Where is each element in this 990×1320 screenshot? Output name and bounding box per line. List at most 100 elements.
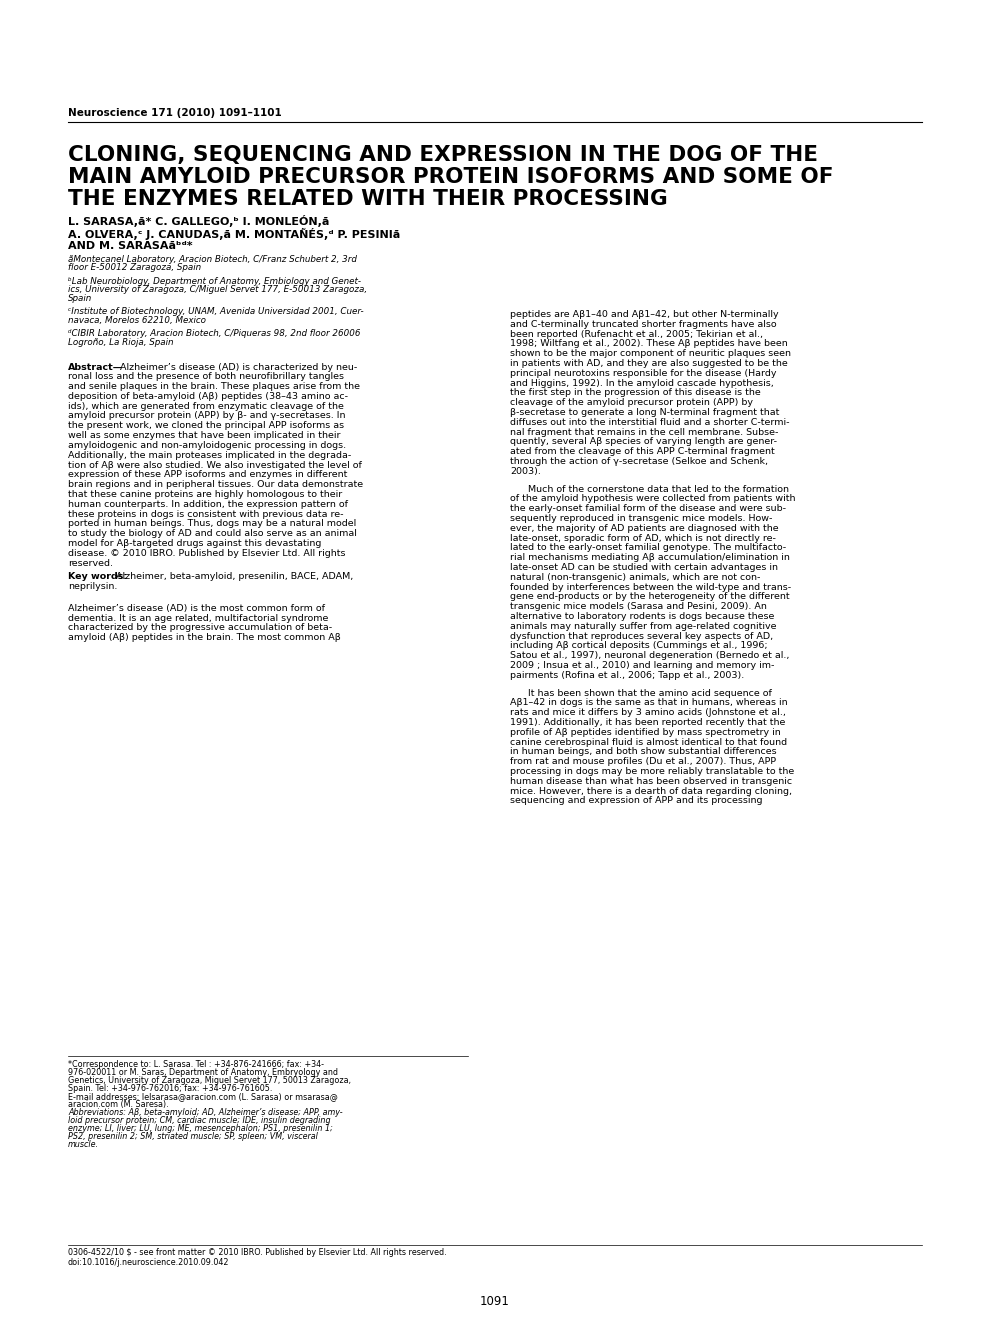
Text: late-onset AD can be studied with certain advantages in: late-onset AD can be studied with certai… — [510, 564, 778, 572]
Text: Abbreviations: Aβ, beta-amyloid; AD, Alzheimer’s disease; APP, amy-: Abbreviations: Aβ, beta-amyloid; AD, Alz… — [68, 1107, 343, 1117]
Text: model for Aβ-targeted drugs against this devastating: model for Aβ-targeted drugs against this… — [68, 539, 322, 548]
Text: deposition of beta-amyloid (Aβ) peptides (38–43 amino ac-: deposition of beta-amyloid (Aβ) peptides… — [68, 392, 348, 401]
Text: dysfunction that reproduces several key aspects of AD,: dysfunction that reproduces several key … — [510, 631, 773, 640]
Text: cleavage of the amyloid precursor protein (APP) by: cleavage of the amyloid precursor protei… — [510, 399, 753, 407]
Text: profile of Aβ peptides identified by mass spectrometry in: profile of Aβ peptides identified by mas… — [510, 727, 781, 737]
Text: Abstract—: Abstract— — [68, 363, 123, 371]
Text: rial mechanisms mediating Aβ accumulation/elimination in: rial mechanisms mediating Aβ accumulatio… — [510, 553, 790, 562]
Text: muscle.: muscle. — [68, 1140, 99, 1148]
Text: A. OLVERA,ᶜ J. CANUDAS,ã M. MONTAÑÉS,ᵈ P. PESINIã: A. OLVERA,ᶜ J. CANUDAS,ã M. MONTAÑÉS,ᵈ P… — [68, 228, 400, 240]
Text: L. SARASA,ã* C. GALLEGO,ᵇ I. MONLEÓN,ã: L. SARASA,ã* C. GALLEGO,ᵇ I. MONLEÓN,ã — [68, 215, 330, 227]
Text: animals may naturally suffer from age-related cognitive: animals may naturally suffer from age-re… — [510, 622, 776, 631]
Text: amyloidogenic and non-amyloidogenic processing in dogs.: amyloidogenic and non-amyloidogenic proc… — [68, 441, 346, 450]
Text: 976-020011 or M. Saras, Department of Anatomy, Embryology and: 976-020011 or M. Saras, Department of An… — [68, 1068, 338, 1077]
Text: MAIN AMYLOID PRECURSOR PROTEIN ISOFORMS AND SOME OF: MAIN AMYLOID PRECURSOR PROTEIN ISOFORMS … — [68, 168, 834, 187]
Text: Neuroscience 171 (2010) 1091–1101: Neuroscience 171 (2010) 1091–1101 — [68, 108, 282, 117]
Text: Alzheimer’s disease (AD) is the most common form of: Alzheimer’s disease (AD) is the most com… — [68, 603, 325, 612]
Text: canine cerebrospinal fluid is almost identical to that found: canine cerebrospinal fluid is almost ide… — [510, 738, 787, 747]
Text: through the action of γ-secretase (Selkoe and Schenk,: through the action of γ-secretase (Selko… — [510, 457, 768, 466]
Text: Spain: Spain — [68, 294, 92, 304]
Text: been reported (Rufenacht et al., 2005; Tekirian et al.,: been reported (Rufenacht et al., 2005; T… — [510, 330, 763, 339]
Text: β-secretase to generate a long N-terminal fragment that: β-secretase to generate a long N-termina… — [510, 408, 779, 417]
Text: ported in human beings. Thus, dogs may be a natural model: ported in human beings. Thus, dogs may b… — [68, 519, 356, 528]
Text: natural (non-transgenic) animals, which are not con-: natural (non-transgenic) animals, which … — [510, 573, 760, 582]
Text: Logroño, La Rioja, Spain: Logroño, La Rioja, Spain — [68, 338, 173, 347]
Text: 0306-4522/10 $ - see front matter © 2010 IBRO. Published by Elsevier Ltd. All ri: 0306-4522/10 $ - see front matter © 2010… — [68, 1247, 446, 1257]
Text: *Correspondence to: L. Sarasa. Tel : +34-876-241666; fax: +34-: *Correspondence to: L. Sarasa. Tel : +34… — [68, 1060, 324, 1069]
Text: AND M. SARASAãᵇᵈ*: AND M. SARASAãᵇᵈ* — [68, 242, 193, 251]
Text: lated to the early-onset familial genotype. The multifacto-: lated to the early-onset familial genoty… — [510, 544, 786, 552]
Text: Much of the cornerstone data that led to the formation: Much of the cornerstone data that led to… — [528, 484, 789, 494]
Text: quently, several Aβ species of varying length are gener-: quently, several Aβ species of varying l… — [510, 437, 777, 446]
Text: the early-onset familial form of the disease and were sub-: the early-onset familial form of the dis… — [510, 504, 786, 513]
Text: shown to be the major component of neuritic plaques seen: shown to be the major component of neuri… — [510, 350, 791, 358]
Text: nal fragment that remains in the cell membrane. Subse-: nal fragment that remains in the cell me… — [510, 428, 778, 437]
Text: and senile plaques in the brain. These plaques arise from the: and senile plaques in the brain. These p… — [68, 381, 360, 391]
Text: Spain. Tel: +34-976-762016; fax: +34-976-761605.: Spain. Tel: +34-976-762016; fax: +34-976… — [68, 1084, 272, 1093]
Text: these proteins in dogs is consistent with previous data re-: these proteins in dogs is consistent wit… — [68, 510, 344, 519]
Text: ever, the majority of AD patients are diagnosed with the: ever, the majority of AD patients are di… — [510, 524, 778, 533]
Text: enzyme; LI, liver; LU, lung; ME, mesencephalon; PS1, presenilin 1;: enzyme; LI, liver; LU, lung; ME, mesence… — [68, 1125, 333, 1133]
Text: of the amyloid hypothesis were collected from patients with: of the amyloid hypothesis were collected… — [510, 495, 796, 503]
Text: ᵇLab Neurobiology, Department of Anatomy, Embiology and Genet-: ᵇLab Neurobiology, Department of Anatomy… — [68, 277, 361, 286]
Text: 1991). Additionally, it has been reported recently that the: 1991). Additionally, it has been reporte… — [510, 718, 785, 727]
Text: sequencing and expression of APP and its processing: sequencing and expression of APP and its… — [510, 796, 762, 805]
Text: ᶜInstitute of Biotechnology, UNAM, Avenida Universidad 2001, Cuer-: ᶜInstitute of Biotechnology, UNAM, Aveni… — [68, 308, 363, 317]
Text: and Higgins, 1992). In the amyloid cascade hypothesis,: and Higgins, 1992). In the amyloid casca… — [510, 379, 774, 388]
Text: processing in dogs may be more reliably translatable to the: processing in dogs may be more reliably … — [510, 767, 794, 776]
Text: including Aβ cortical deposits (Cummings et al., 1996;: including Aβ cortical deposits (Cummings… — [510, 642, 767, 651]
Text: 1091: 1091 — [480, 1295, 510, 1308]
Text: Genetics, University of Zaragoza, Miguel Servet 177, 50013 Zaragoza,: Genetics, University of Zaragoza, Miguel… — [68, 1076, 351, 1085]
Text: ated from the cleavage of this APP C-terminal fragment: ated from the cleavage of this APP C-ter… — [510, 447, 775, 457]
Text: human disease than what has been observed in transgenic: human disease than what has been observe… — [510, 776, 792, 785]
Text: and C-terminally truncated shorter fragments have also: and C-terminally truncated shorter fragm… — [510, 319, 776, 329]
Text: tion of Aβ were also studied. We also investigated the level of: tion of Aβ were also studied. We also in… — [68, 461, 362, 470]
Text: the first step in the progression of this disease is the: the first step in the progression of thi… — [510, 388, 760, 397]
Text: from rat and mouse profiles (Du et al., 2007). Thus, APP: from rat and mouse profiles (Du et al., … — [510, 758, 776, 766]
Text: ics, University of Zaragoza, C/Miguel Servet 177, E-50013 Zaragoza,: ics, University of Zaragoza, C/Miguel Se… — [68, 285, 367, 294]
Text: Alzheimer, beta-amyloid, presenilin, BACE, ADAM,: Alzheimer, beta-amyloid, presenilin, BAC… — [116, 573, 353, 581]
Text: expression of these APP isoforms and enzymes in different: expression of these APP isoforms and enz… — [68, 470, 347, 479]
Text: loid precursor protein; CM, cardiac muscle; IDE, insulin degrading: loid precursor protein; CM, cardiac musc… — [68, 1115, 331, 1125]
Text: doi:10.1016/j.neuroscience.2010.09.042: doi:10.1016/j.neuroscience.2010.09.042 — [68, 1258, 230, 1267]
Text: ᵈCIBIR Laboratory, Aracion Biotech, C/Piqueras 98, 2nd floor 26006: ᵈCIBIR Laboratory, Aracion Biotech, C/Pi… — [68, 330, 360, 338]
Text: ronal loss and the presence of both neurofibrillary tangles: ronal loss and the presence of both neur… — [68, 372, 344, 381]
Text: transgenic mice models (Sarasa and Pesini, 2009). An: transgenic mice models (Sarasa and Pesin… — [510, 602, 767, 611]
Text: Additionally, the main proteases implicated in the degrada-: Additionally, the main proteases implica… — [68, 450, 351, 459]
Text: dementia. It is an age related, multifactorial syndrome: dementia. It is an age related, multifac… — [68, 614, 329, 623]
Text: disease. © 2010 IBRO. Published by Elsevier Ltd. All rights: disease. © 2010 IBRO. Published by Elsev… — [68, 549, 346, 557]
Text: founded by interferences between the wild-type and trans-: founded by interferences between the wil… — [510, 582, 791, 591]
Text: that these canine proteins are highly homologous to their: that these canine proteins are highly ho… — [68, 490, 343, 499]
Text: well as some enzymes that have been implicated in their: well as some enzymes that have been impl… — [68, 432, 341, 440]
Text: Satou et al., 1997), neuronal degeneration (Bernedo et al.,: Satou et al., 1997), neuronal degenerati… — [510, 651, 789, 660]
Text: human counterparts. In addition, the expression pattern of: human counterparts. In addition, the exp… — [68, 500, 348, 508]
Text: navaca, Morelos 62210, Mexico: navaca, Morelos 62210, Mexico — [68, 315, 206, 325]
Text: PS2, presenilin 2; SM, striated muscle; SP, spleen; VM, visceral: PS2, presenilin 2; SM, striated muscle; … — [68, 1133, 318, 1140]
Text: mice. However, there is a dearth of data regarding cloning,: mice. However, there is a dearth of data… — [510, 787, 792, 796]
Text: sequently reproduced in transgenic mice models. How-: sequently reproduced in transgenic mice … — [510, 513, 772, 523]
Text: gene end-products or by the heterogeneity of the different: gene end-products or by the heterogeneit… — [510, 593, 790, 602]
Text: neprilysin.: neprilysin. — [68, 582, 118, 591]
Text: principal neurotoxins responsible for the disease (Hardy: principal neurotoxins responsible for th… — [510, 368, 776, 378]
Text: reserved.: reserved. — [68, 558, 113, 568]
Text: the present work, we cloned the principal APP isoforms as: the present work, we cloned the principa… — [68, 421, 345, 430]
Text: E-mail addresses: lelsarasa@aracion.com (L. Sarasa) or msarasa@: E-mail addresses: lelsarasa@aracion.com … — [68, 1092, 338, 1101]
Text: to study the biology of AD and could also serve as an animal: to study the biology of AD and could als… — [68, 529, 356, 539]
Text: in human beings, and both show substantial differences: in human beings, and both show substanti… — [510, 747, 776, 756]
Text: amyloid (Aβ) peptides in the brain. The most common Aβ: amyloid (Aβ) peptides in the brain. The … — [68, 634, 341, 643]
Text: floor E-50012 Zaragoza, Spain: floor E-50012 Zaragoza, Spain — [68, 264, 201, 272]
Text: Key words:: Key words: — [68, 573, 131, 581]
Text: in patients with AD, and they are also suggested to be the: in patients with AD, and they are also s… — [510, 359, 788, 368]
Text: amyloid precursor protein (APP) by β- and γ-secretases. In: amyloid precursor protein (APP) by β- an… — [68, 412, 346, 421]
Text: Aβ1–42 in dogs is the same as that in humans, whereas in: Aβ1–42 in dogs is the same as that in hu… — [510, 698, 788, 708]
Text: pairments (Rofina et al., 2006; Tapp et al., 2003).: pairments (Rofina et al., 2006; Tapp et … — [510, 671, 744, 680]
Text: aracion.com (M. Saresa).: aracion.com (M. Saresa). — [68, 1100, 168, 1109]
Text: rats and mice it differs by 3 amino acids (Johnstone et al.,: rats and mice it differs by 3 amino acid… — [510, 709, 786, 717]
Text: THE ENZYMES RELATED WITH THEIR PROCESSING: THE ENZYMES RELATED WITH THEIR PROCESSIN… — [68, 189, 667, 209]
Text: 2003).: 2003). — [510, 467, 541, 475]
Text: diffuses out into the interstitial fluid and a shorter C-termi-: diffuses out into the interstitial fluid… — [510, 418, 789, 426]
Text: ãMontecanel Laboratory, Aracion Biotech, C/Franz Schubert 2, 3rd: ãMontecanel Laboratory, Aracion Biotech,… — [68, 255, 356, 264]
Text: peptides are Aβ1–40 and Aβ1–42, but other N-terminally: peptides are Aβ1–40 and Aβ1–42, but othe… — [510, 310, 778, 319]
Text: ids), which are generated from enzymatic cleavage of the: ids), which are generated from enzymatic… — [68, 401, 344, 411]
Text: 1998; Wiltfang et al., 2002). These Aβ peptides have been: 1998; Wiltfang et al., 2002). These Aβ p… — [510, 339, 788, 348]
